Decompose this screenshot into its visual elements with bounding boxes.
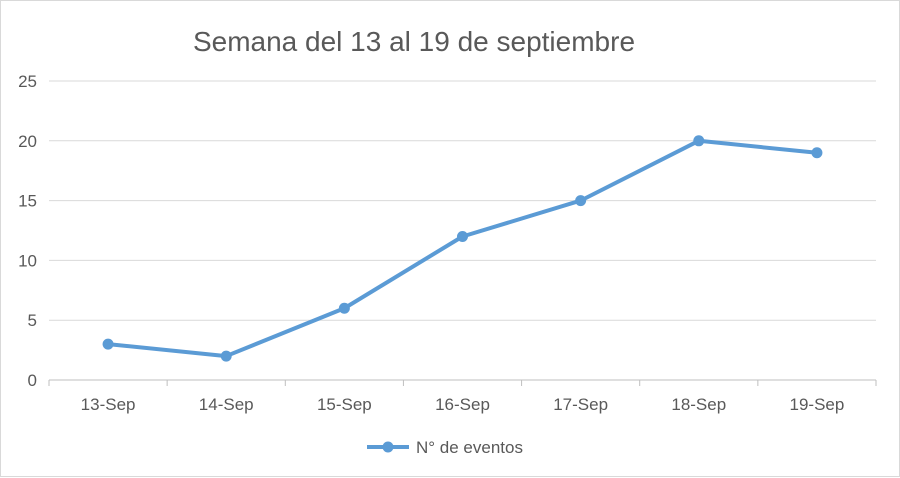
- y-axis-ticks: 0 5 10 15 20 25: [18, 72, 37, 390]
- legend-marker-swatch: [382, 441, 394, 453]
- data-point: [102, 338, 114, 350]
- x-tick-label: 17-Sep: [553, 395, 608, 414]
- x-tick-label: 13-Sep: [81, 395, 136, 414]
- y-tick-label: 15: [18, 192, 37, 211]
- legend: N° de eventos: [367, 438, 523, 457]
- y-tick-label: 5: [28, 311, 37, 330]
- y-tick-label: 0: [28, 371, 37, 390]
- legend-label: N° de eventos: [416, 438, 523, 457]
- x-tick-label: 15-Sep: [317, 395, 372, 414]
- x-axis: [48, 379, 877, 386]
- chart-title: Semana del 13 al 19 de septiembre: [193, 26, 635, 57]
- x-tick-label: 16-Sep: [435, 395, 490, 414]
- y-tick-label: 25: [18, 72, 37, 91]
- series-layer: [102, 135, 823, 362]
- x-tick-label: 19-Sep: [790, 395, 845, 414]
- y-tick-label: 10: [18, 251, 37, 270]
- series-line: [106, 138, 819, 359]
- data-point: [457, 230, 468, 242]
- x-tick-label: 14-Sep: [199, 395, 254, 414]
- data-point: [338, 302, 350, 314]
- x-axis-ticks: 13-Sep 14-Sep 15-Sep 16-Sep 17-Sep 18-Sep 19-S…: [81, 395, 845, 414]
- gridlines: [49, 80, 876, 321]
- data-point: [693, 135, 705, 147]
- data-point: [575, 195, 587, 207]
- data-point: [220, 350, 232, 362]
- y-tick-label: 20: [18, 132, 37, 151]
- x-tick-label: 18-Sep: [671, 395, 726, 414]
- data-point: [811, 147, 823, 159]
